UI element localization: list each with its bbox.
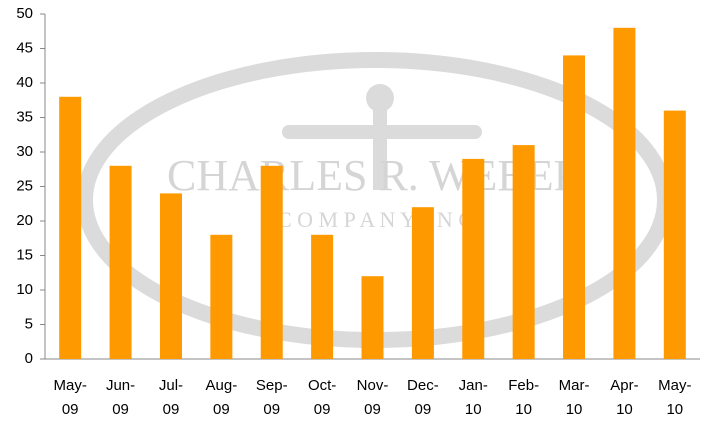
y-tick-label: 30: [16, 143, 33, 160]
bar: [411, 207, 434, 359]
y-tick-label: 45: [16, 39, 33, 56]
bar: [59, 96, 82, 360]
x-tick-label: May-10: [658, 377, 692, 418]
y-tick-label: 5: [25, 315, 33, 332]
y-tick-label: 50: [16, 5, 33, 22]
x-tick-label: Feb-10: [508, 377, 540, 418]
y-tick-label: 35: [16, 108, 33, 125]
bar: [260, 165, 283, 359]
bar: [159, 193, 182, 359]
x-tick-label: Jul-09: [158, 377, 184, 418]
bar: [512, 145, 535, 359]
x-tick-label: Dec-09: [407, 377, 439, 418]
bar: [109, 165, 132, 359]
bar: [311, 234, 334, 359]
y-tick-label: 15: [16, 246, 33, 263]
x-tick-label: Mar-10: [558, 377, 590, 418]
x-tick-label: Oct-09: [307, 377, 337, 418]
watermark-text: C O M P A N Y, I N C: [277, 207, 473, 232]
x-tick-label: Apr-10: [610, 377, 639, 418]
watermark-anchor: [366, 84, 394, 112]
bar: [613, 27, 636, 360]
y-tick-label: 40: [16, 74, 33, 91]
x-tick-label: Sep-09: [255, 377, 288, 418]
x-tick-label: Jan-10: [458, 377, 488, 418]
bar: [462, 158, 485, 359]
y-tick-label: 25: [16, 177, 33, 194]
y-tick-label: 20: [16, 212, 33, 229]
bar: [663, 110, 686, 359]
y-tick-label: 10: [16, 281, 33, 298]
y-tick-label: 0: [25, 350, 33, 367]
bar: [210, 234, 233, 359]
x-tick-label: Nov-09: [356, 377, 389, 418]
watermark-anchor: [373, 100, 387, 190]
bar: [361, 276, 384, 359]
x-tick-label: May-09: [53, 377, 87, 418]
watermark-anchor: [282, 125, 482, 139]
x-tick-label: Aug-09: [205, 377, 238, 418]
x-tick-label: Jun-09: [105, 377, 136, 418]
bar: [563, 55, 586, 360]
